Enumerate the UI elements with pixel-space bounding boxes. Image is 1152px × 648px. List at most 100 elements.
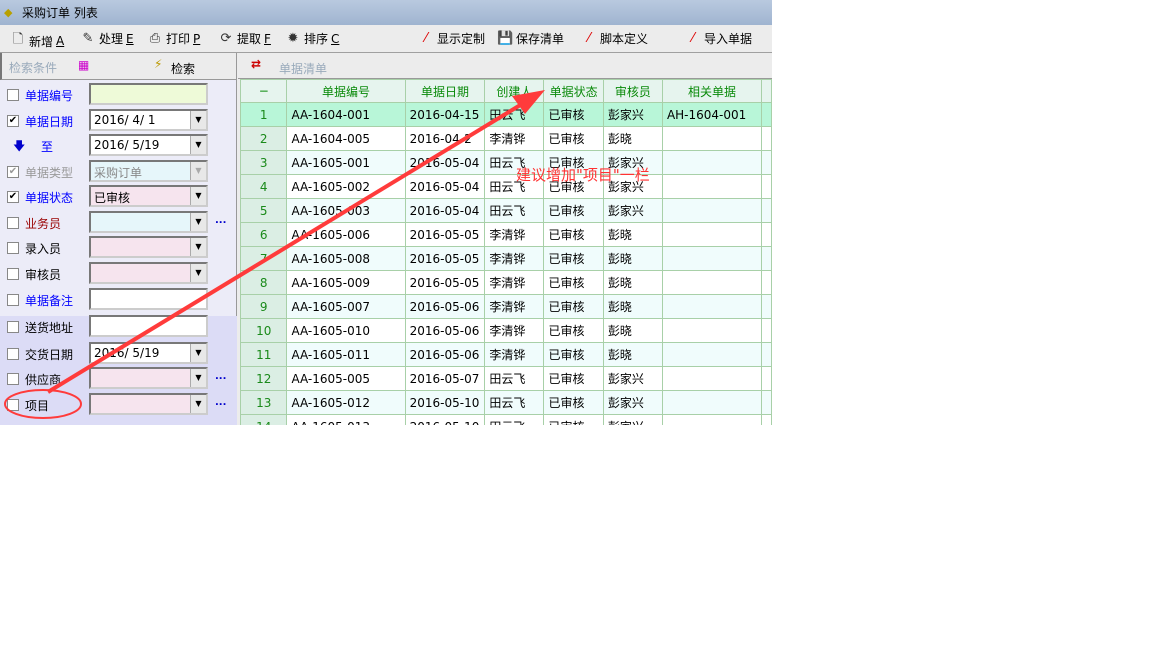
filter-checkbox[interactable]	[7, 89, 19, 101]
filter-input[interactable]: 2016/ 4/ 1 ▼	[89, 109, 208, 131]
corner-header[interactable]: −	[239, 79, 288, 103]
chevron-down-icon[interactable]: ▼	[190, 187, 206, 205]
filter-checkbox[interactable]	[7, 348, 19, 360]
column-header[interactable]: 单据日期	[404, 79, 486, 103]
table-row[interactable]: 9 AA-1605-007 2016-05-06 李清铧 已审核 彭晓	[239, 294, 772, 319]
table-row[interactable]: 1 AA-1604-001 2016-04-15 田云飞 已审核 彭家兴 AH-1604-0…	[239, 102, 772, 127]
toolbar-button-0[interactable]: 🗋 新增 A	[10, 30, 64, 52]
table-cell: 已审核	[543, 414, 604, 425]
filter-label: 审核员	[25, 268, 62, 282]
column-header[interactable]: 创建人	[484, 79, 545, 103]
table-cell: 已审核	[543, 126, 604, 151]
filter-input[interactable]	[89, 315, 208, 337]
chevron-down-icon[interactable]: ▼	[190, 238, 206, 256]
save-icon: 💾	[497, 31, 514, 46]
filter-checkbox[interactable]	[7, 268, 19, 280]
table-cell	[761, 414, 772, 425]
table-row[interactable]: 10 AA-1605-010 2016-05-06 李清铧 已审核 彭晓	[239, 318, 772, 343]
toolbar-button-1[interactable]: ✎ 处理 E	[80, 30, 134, 47]
column-header[interactable]: 审核员	[602, 79, 663, 103]
table-row[interactable]: 7 AA-1605-008 2016-05-05 李清铧 已审核 彭晓	[239, 246, 772, 271]
table-cell: 已审核	[543, 246, 604, 271]
search-button[interactable]: 检索	[171, 62, 196, 76]
filter-input[interactable]: ▼	[89, 262, 208, 284]
table-cell: 李清铧	[484, 342, 545, 367]
more-button[interactable]: ...	[215, 215, 227, 226]
column-header[interactable]: 单据编号	[286, 79, 406, 103]
toolbar-button-6[interactable]: 💾 保存清单	[497, 30, 564, 47]
toolbar-button-8[interactable]: ⁄ 导入单据	[685, 30, 752, 47]
toolbar-button-5[interactable]: ⁄ 显示定制	[418, 30, 485, 47]
table-cell: AA-1605-005	[286, 366, 406, 391]
filter-input[interactable]: 采购订单 ▼	[89, 160, 208, 182]
row-number: 13	[239, 390, 288, 415]
filter-input[interactable]: ▼	[89, 236, 208, 258]
table-cell: 彭晓	[602, 222, 663, 247]
chevron-down-icon[interactable]: ▼	[190, 264, 206, 282]
filter-input[interactable]: 2016/ 5/19 ▼	[89, 134, 208, 156]
table-cell: 李清铧	[484, 246, 545, 271]
table-row[interactable]: 12 AA-1605-005 2016-05-07 田云飞 已审核 彭家兴	[239, 366, 772, 391]
filter-checkbox[interactable]	[7, 321, 19, 333]
chevron-down-icon[interactable]: ▼	[190, 344, 206, 362]
filter-label: 业务员	[25, 217, 62, 231]
table-cell: AA-1605-007	[286, 294, 406, 319]
table-cell: 已审核	[543, 390, 604, 415]
filter-row: 交货日期 2016/ 5/19 ▼	[0, 342, 237, 366]
filter-checkbox[interactable]	[7, 399, 19, 411]
filter-input[interactable]: ▼	[89, 393, 208, 415]
app-icon: ◆	[4, 6, 13, 19]
column-header[interactable]: 相关单据	[661, 79, 763, 103]
filter-checkbox[interactable]: ✔	[7, 166, 19, 178]
more-button[interactable]: ...	[215, 397, 227, 408]
toolbar-button-7[interactable]: ⁄ 脚本定义	[581, 30, 648, 47]
filter-checkbox[interactable]	[7, 242, 19, 254]
filter-checkbox[interactable]	[7, 373, 19, 385]
table-row[interactable]: 13 AA-1605-012 2016-05-10 田云飞 已审核 彭家兴	[239, 390, 772, 415]
table-row[interactable]: 6 AA-1605-006 2016-05-05 李清铧 已审核 彭晓	[239, 222, 772, 247]
more-button[interactable]: ...	[215, 371, 227, 382]
chevron-down-icon[interactable]: ▼	[190, 162, 206, 180]
filter-checkbox[interactable]	[7, 294, 19, 306]
filter-row: 业务员 ▼...	[0, 211, 237, 235]
filter-checkbox[interactable]: ✔	[7, 115, 19, 127]
swap-icon[interactable]: ⇄	[251, 57, 262, 71]
table-row[interactable]: 11 AA-1605-011 2016-05-06 李清铧 已审核 彭晓	[239, 342, 772, 367]
filter-label: 项目	[25, 399, 50, 413]
filter-input[interactable]: ▼	[89, 211, 208, 233]
row-number: 11	[239, 342, 288, 367]
table-cell: 已审核	[543, 222, 604, 247]
table-row[interactable]: 8 AA-1605-009 2016-05-05 李清铧 已审核 彭晓	[239, 270, 772, 295]
table-cell: 李清铧	[484, 294, 545, 319]
chevron-down-icon[interactable]: ▼	[190, 369, 206, 387]
table-cell: 彭家兴	[602, 414, 663, 425]
toolbar-button-2[interactable]: ⎙ 打印 P	[147, 30, 200, 47]
chevron-down-icon[interactable]: ▼	[190, 213, 206, 231]
filter-checkbox[interactable]	[7, 217, 19, 229]
toolbar-button-3[interactable]: ⟳ 提取 F	[218, 30, 271, 47]
column-header[interactable]: 单据状态	[543, 79, 604, 103]
filter-row: 供应商 ▼...	[0, 367, 237, 391]
table-row[interactable]: 2 AA-1604-005 2016-04-2 李清铧 已审核 彭晓	[239, 126, 772, 151]
table-row[interactable]: 3 AA-1605-001 2016-05-04 田云飞 已审核 彭家兴	[239, 150, 772, 175]
chevron-down-icon[interactable]: ▼	[190, 111, 206, 129]
filter-input[interactable]: 2016/ 5/19 ▼	[89, 342, 208, 364]
filter-input[interactable]: ▼	[89, 367, 208, 389]
table-row[interactable]: 4 AA-1605-002 2016-05-04 田云飞 已审核 彭家兴	[239, 174, 772, 199]
process-icon: ✎	[82, 31, 94, 46]
filter-input[interactable]	[89, 83, 208, 105]
toolbar-button-4[interactable]: ✹ 排序 C	[285, 30, 340, 47]
filter-checkbox[interactable]: ✔	[7, 191, 19, 203]
table-row[interactable]: 5 AA-1605-003 2016-05-04 田云飞 已审核 彭家兴	[239, 198, 772, 223]
filter-input[interactable]: 已审核 ▼	[89, 185, 208, 207]
chevron-down-icon[interactable]: ▼	[190, 136, 206, 154]
table-cell: 2016-05-06	[404, 342, 486, 367]
calc-icon[interactable]: ▦	[78, 58, 90, 72]
table-cell: 彭晓	[602, 270, 663, 295]
filter-input[interactable]	[89, 288, 208, 310]
table-cell: AA-1605-012	[286, 390, 406, 415]
filter-title: 检索条件	[9, 61, 58, 75]
chevron-down-icon[interactable]: ▼	[190, 395, 206, 413]
filter-row: 项目 ▼...	[0, 393, 237, 417]
